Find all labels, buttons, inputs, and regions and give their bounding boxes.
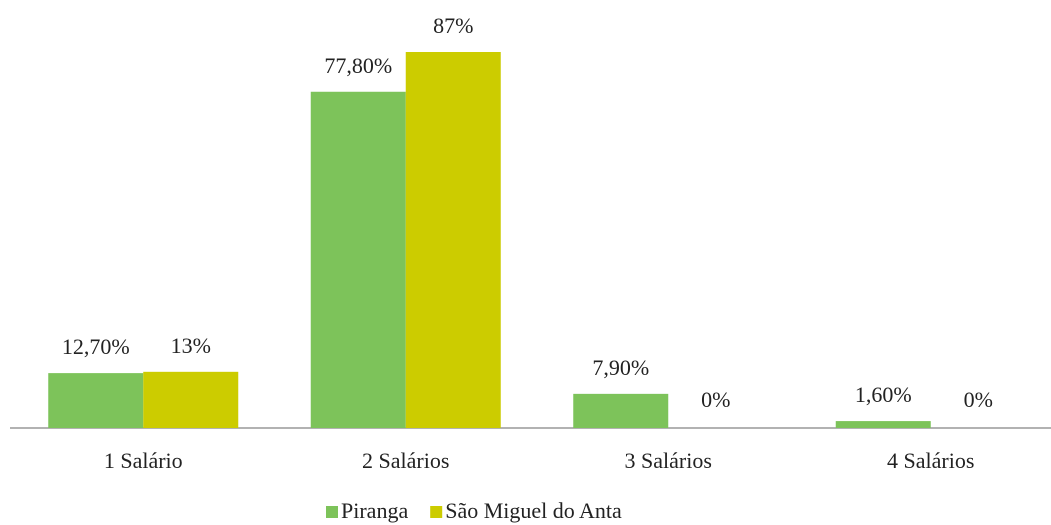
bar <box>835 421 931 428</box>
legend-swatch <box>326 506 338 518</box>
data-label: 1,60% <box>855 382 912 407</box>
data-label: 0% <box>701 387 730 412</box>
data-label: 87% <box>433 13 473 38</box>
data-label: 0% <box>964 387 993 412</box>
bar <box>573 393 669 428</box>
data-label: 7,90% <box>592 355 649 380</box>
x-tick-label: 1 Salário <box>104 448 183 473</box>
bar <box>405 52 501 428</box>
legend-swatch <box>430 506 443 518</box>
bar <box>48 373 144 428</box>
bar <box>310 91 406 428</box>
x-tick-label: 4 Salários <box>887 448 974 473</box>
legend-label: São Miguel do Anta <box>445 498 622 523</box>
legend-label: Piranga <box>341 498 408 523</box>
x-tick-label: 2 Salários <box>362 448 449 473</box>
x-tick-label: 3 Salários <box>625 448 712 473</box>
data-label: 13% <box>171 333 211 358</box>
data-label: 77,80% <box>324 53 392 78</box>
data-label: 12,70% <box>62 334 130 359</box>
bar <box>143 371 239 428</box>
